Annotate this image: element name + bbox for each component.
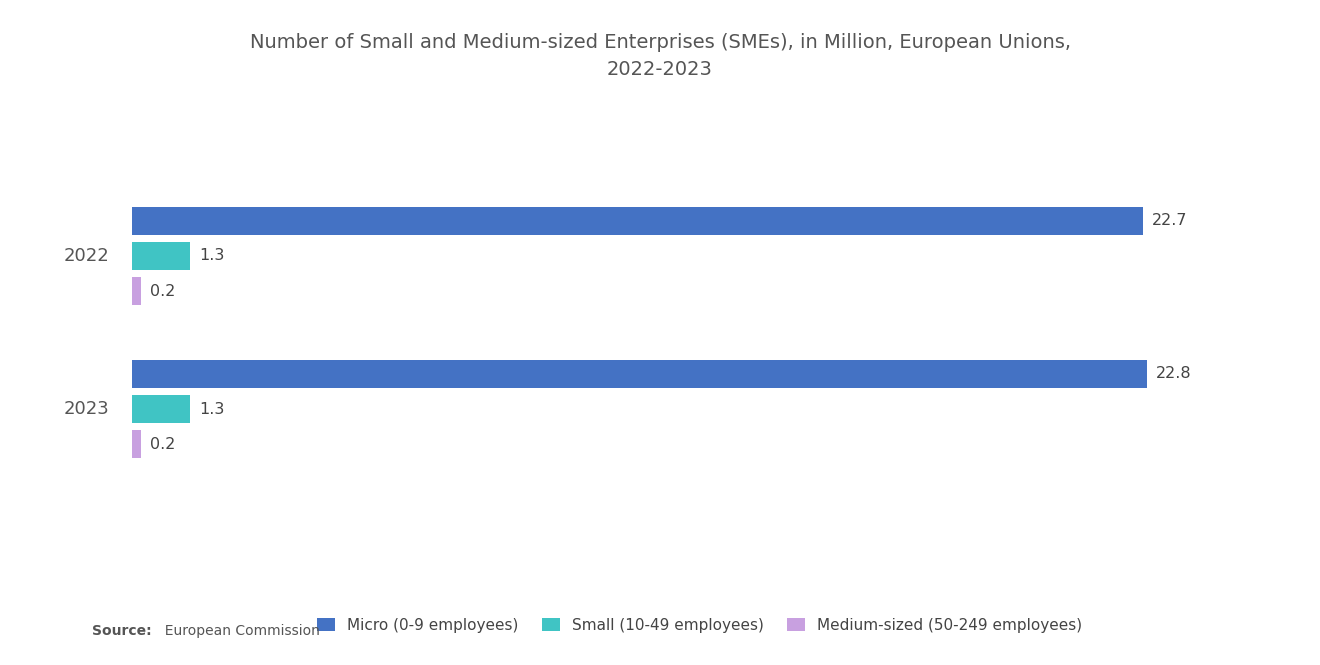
- Text: 2022: 2022: [63, 247, 110, 265]
- Text: 0.2: 0.2: [149, 284, 176, 299]
- Text: European Commission: European Commission: [156, 624, 319, 638]
- Bar: [132, 360, 1147, 388]
- Text: 1.3: 1.3: [199, 402, 224, 416]
- Text: 0.2: 0.2: [149, 437, 176, 452]
- Bar: [132, 242, 190, 270]
- Text: 22.8: 22.8: [1156, 366, 1192, 381]
- Text: Source:: Source:: [92, 624, 152, 638]
- Text: Number of Small and Medium-sized Enterprises (SMEs), in Million, European Unions: Number of Small and Medium-sized Enterpr…: [249, 33, 1071, 78]
- Text: 22.7: 22.7: [1151, 213, 1187, 228]
- Bar: [132, 395, 190, 423]
- Bar: [132, 430, 141, 458]
- Bar: [132, 277, 141, 305]
- Bar: [132, 207, 1143, 235]
- Text: 2023: 2023: [63, 400, 110, 418]
- Legend: Micro (0-9 employees), Small (10-49 employees), Medium-sized (50-249 employees): Micro (0-9 employees), Small (10-49 empl…: [310, 612, 1089, 639]
- Text: 1.3: 1.3: [199, 249, 224, 263]
